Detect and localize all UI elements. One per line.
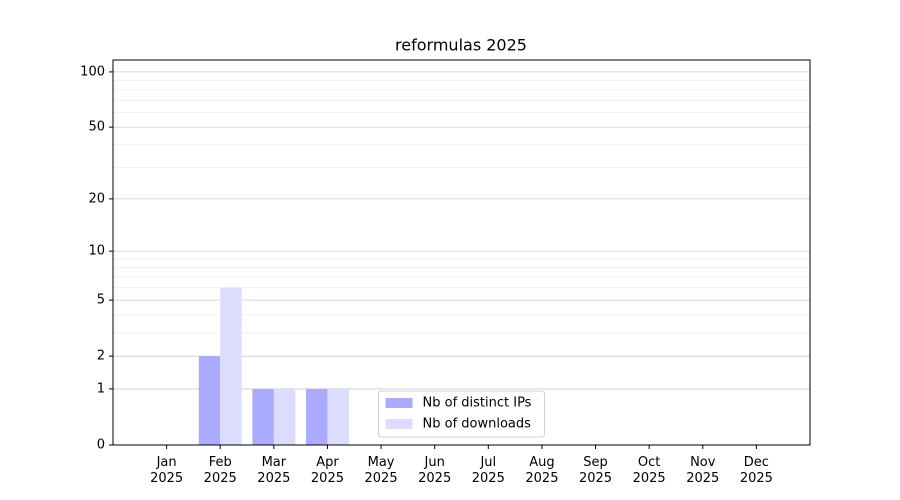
x-tick-label-line: Jul xyxy=(479,455,496,470)
x-tick-label: Oct 2025 xyxy=(633,455,666,486)
legend-swatch xyxy=(385,398,413,408)
y-tick-label: 2 xyxy=(97,349,105,364)
x-tick-label-line: Nov xyxy=(690,455,716,470)
y-tick-label: 5 xyxy=(97,293,105,308)
bar xyxy=(198,356,221,445)
x-tick-label-line: 2025 xyxy=(686,471,719,486)
y-tick-label: 50 xyxy=(88,120,105,135)
x-tick-label-line: 2025 xyxy=(204,471,237,486)
x-tick-label-line: Apr xyxy=(316,455,339,470)
x-tick-label-line: Dec xyxy=(744,455,769,470)
x-tick-label-line: 2025 xyxy=(365,471,398,486)
x-tick-label-line: May xyxy=(368,455,395,470)
x-tick-label-line: 2025 xyxy=(472,471,505,486)
x-tick-label: Nov 2025 xyxy=(686,455,719,486)
x-tick-label: Aug 2025 xyxy=(525,455,558,486)
x-tick-label-line: Jun xyxy=(424,455,445,470)
plot-frame xyxy=(112,59,811,446)
bar xyxy=(306,388,328,445)
x-tick-label: Jan 2025 xyxy=(150,455,183,486)
x-tick-label-line: Mar xyxy=(262,455,287,470)
bar xyxy=(327,388,349,445)
y-tick-label: 20 xyxy=(88,191,105,206)
x-tick-label: Mar 2025 xyxy=(257,455,290,486)
x-tick-label: Apr 2025 xyxy=(311,455,344,486)
y-tick-label: 10 xyxy=(88,244,105,259)
y-tick-label: 100 xyxy=(80,64,105,79)
x-tick-label-line: Sep xyxy=(583,455,608,470)
bar xyxy=(220,287,242,445)
x-tick-label-line: 2025 xyxy=(525,471,558,486)
y-tick-label: 1 xyxy=(97,381,105,396)
x-tick-label: Dec 2025 xyxy=(740,455,773,486)
bar xyxy=(252,388,274,445)
x-tick-label-line: Feb xyxy=(209,455,232,470)
x-tick-label-line: Aug xyxy=(529,455,554,470)
x-tick-label-line: Jan xyxy=(156,455,177,470)
bar xyxy=(273,388,296,445)
y-tick-label: 0 xyxy=(97,438,105,453)
chart-title: reformulas 2025 xyxy=(395,36,527,55)
x-tick-label-line: 2025 xyxy=(418,471,451,486)
x-tick-label: Jul 2025 xyxy=(472,455,505,486)
legend-label: Nb of distinct IPs xyxy=(423,396,532,411)
x-tick-label-line: 2025 xyxy=(311,471,344,486)
x-tick-label-line: 2025 xyxy=(150,471,183,486)
x-tick-label-line: 2025 xyxy=(633,471,666,486)
x-tick-label-line: 2025 xyxy=(579,471,612,486)
x-tick-label-line: 2025 xyxy=(740,471,773,486)
legend-box xyxy=(378,390,545,438)
x-tick-label-line: Oct xyxy=(638,455,660,470)
x-tick-label: Jun 2025 xyxy=(418,455,451,486)
x-tick-label-line: 2025 xyxy=(257,471,290,486)
legend-label: Nb of downloads xyxy=(423,417,532,432)
legend-swatch xyxy=(385,419,413,429)
x-tick-label: Feb 2025 xyxy=(204,455,237,486)
x-tick-label: May 2025 xyxy=(365,455,398,486)
x-tick-label: Sep 2025 xyxy=(579,455,612,486)
